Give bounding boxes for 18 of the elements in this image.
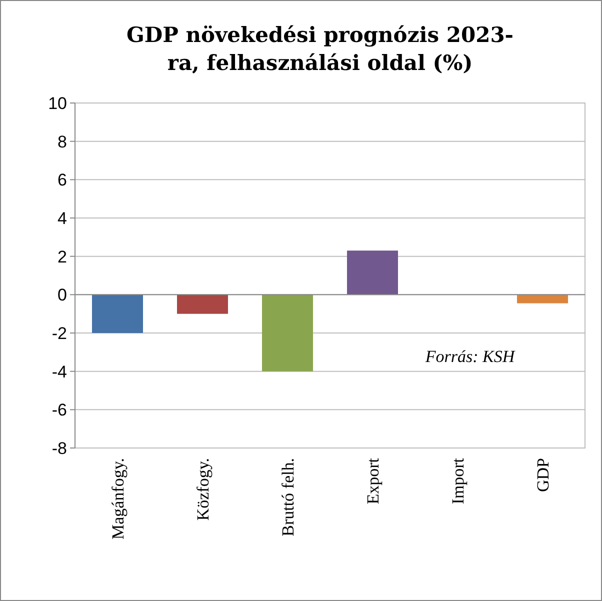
chart-title: GDP növekedési prognózis 2023-ra, felhasználási oldal (%) [126,22,514,75]
x-tick-label: Import [448,458,468,504]
x-tick-label: Közfogy. [193,458,212,521]
x-tick-label: Magánfogy. [108,458,128,540]
y-tick-label: 10 [48,94,67,113]
annotation: Forrás: KSH [424,347,516,366]
y-tick-label: 2 [58,247,67,266]
y-tick-label: -6 [52,400,67,420]
x-tick-label: Bruttó felh. [278,458,298,536]
y-tick-label: 8 [58,132,67,152]
y-tick-label: 0 [58,286,67,305]
y-tick-label: -8 [52,438,67,458]
x-tick-label: Export [363,458,382,504]
y-tick-label: -2 [52,324,67,343]
y-tick-label: 6 [58,170,67,190]
x-tick-label: GDP [533,458,552,492]
y-tick-label: -4 [52,362,67,382]
y-tick-label: 4 [58,208,67,228]
